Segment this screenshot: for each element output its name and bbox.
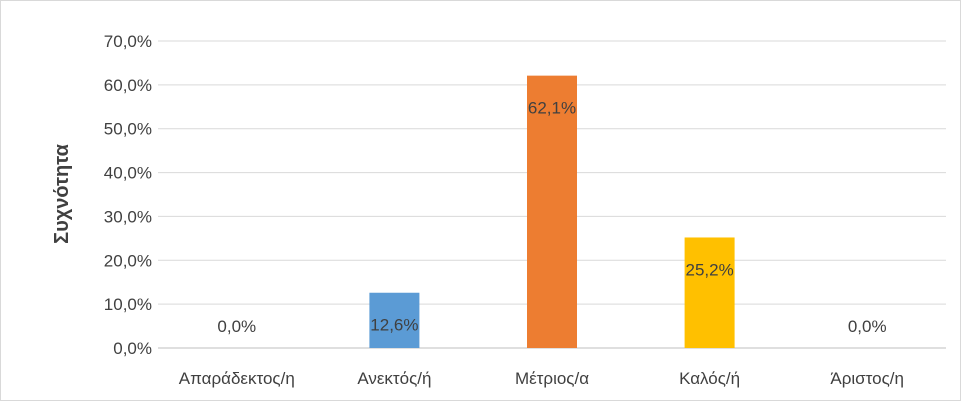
y-tick-label: 60,0% xyxy=(104,76,152,95)
data-label: 12,6% xyxy=(370,316,418,335)
x-category-label: Μέτριος/α xyxy=(515,369,589,388)
y-tick-label: 70,0% xyxy=(104,32,152,51)
y-tick-label: 50,0% xyxy=(104,120,152,139)
y-tick-label: 10,0% xyxy=(104,295,152,314)
y-tick-label: 20,0% xyxy=(104,251,152,270)
data-labels: 0,0% 12,6% 62,1% 25,2% 0,0% xyxy=(217,99,886,336)
x-category-label: Απαράδεκτος/η xyxy=(179,369,295,388)
bar xyxy=(369,292,420,348)
bar xyxy=(527,75,577,348)
y-tick-label: 40,0% xyxy=(104,164,152,183)
bar xyxy=(684,237,735,348)
y-tick-label: 30,0% xyxy=(104,207,152,226)
y-tick-label: 0,0% xyxy=(113,339,152,358)
data-label: 62,1% xyxy=(528,99,576,118)
x-axis-category-labels: Απαράδεκτος/η Ανεκτός/ή Μέτριος/α Καλός/ή Άρ… xyxy=(179,369,904,388)
data-label: 25,2% xyxy=(685,260,733,279)
data-label: 0,0% xyxy=(217,317,256,336)
y-axis-label: Συχνότητα xyxy=(51,143,73,243)
data-label: 0,0% xyxy=(848,317,887,336)
bars xyxy=(369,75,735,348)
x-category-label: Καλός/ή xyxy=(679,369,740,388)
x-category-label: Άριστος/η xyxy=(830,369,904,388)
x-category-label: Ανεκτός/ή xyxy=(357,369,431,388)
y-axis-tick-labels: 0,0% 10,0% 20,0% 30,0% 40,0% 50,0% 60,0% 70,0% xyxy=(104,32,152,358)
